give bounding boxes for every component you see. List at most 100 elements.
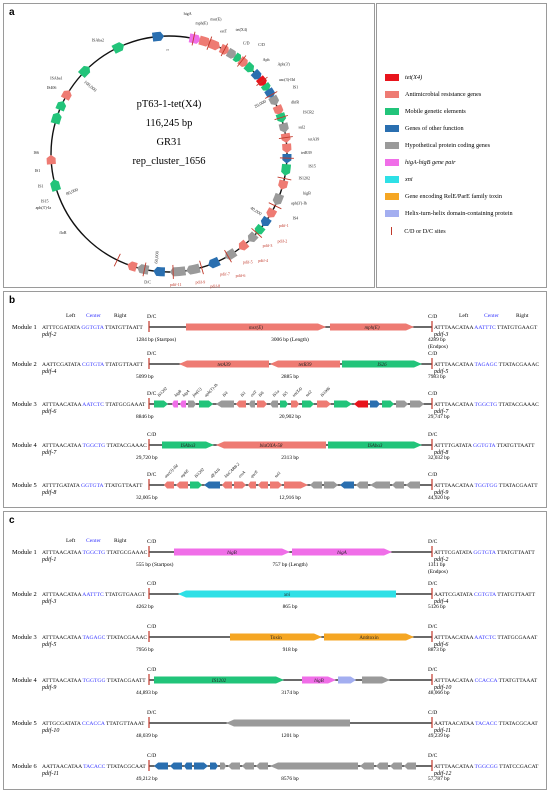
gene-label: sul1 bbox=[273, 470, 281, 478]
start-position: 5099 bp bbox=[136, 374, 154, 380]
gene-arrow bbox=[210, 762, 218, 770]
plasmid-feature-label: mph(E) bbox=[196, 21, 209, 26]
gene-label: IS1a bbox=[270, 389, 280, 399]
gene-arrow bbox=[302, 676, 336, 684]
plasmid-feature-label: aac(3)-IId bbox=[279, 77, 295, 82]
plasmid-gene-arc bbox=[266, 207, 278, 218]
end-position: 4289 bp bbox=[428, 337, 446, 343]
gene-arrow bbox=[230, 633, 322, 641]
gene-arrow bbox=[184, 762, 192, 770]
cd-site-tick bbox=[113, 253, 121, 267]
legend-swatch bbox=[385, 176, 399, 183]
cd-site-tick bbox=[206, 36, 213, 50]
left-dif-sequence: AATTAACATAA TACACC TTATACGCAAT bbox=[42, 764, 146, 770]
right-pdif-label: pdif-10 bbox=[433, 684, 451, 691]
gene-label: IS1 bbox=[238, 390, 246, 398]
left-dif-sequence: ATTTAACATAA TGGCTG TTATACGAAAC bbox=[42, 443, 147, 449]
end-position-note: (Endpos) bbox=[428, 568, 448, 575]
module-length: 1201 bp bbox=[281, 733, 299, 739]
end-position-note: (Endpos) bbox=[428, 343, 448, 350]
gene-label: higB bbox=[173, 388, 182, 397]
gene-arrow bbox=[317, 400, 331, 408]
panel-a: a pT63-1-tet(X4) 116,245 bp GR31 rep_clu… bbox=[3, 3, 375, 289]
plasmid-repcluster: rep_cluster_1656 bbox=[133, 156, 206, 167]
plasmid-gene-arc bbox=[264, 87, 276, 98]
plasmid-gene-arc bbox=[111, 42, 125, 54]
left-pdif-label: pdif-10 bbox=[41, 727, 59, 734]
end-position: 48,066 bp bbox=[428, 690, 450, 696]
module-length: 3174 bp bbox=[281, 690, 299, 696]
right-site-label: C/D bbox=[428, 710, 437, 716]
gene-arrow bbox=[248, 481, 256, 489]
right-pdif-label: pdif-3 bbox=[433, 331, 448, 338]
left-pdif-label: pdif-5 bbox=[41, 641, 56, 648]
cd-site-tick bbox=[199, 260, 204, 275]
plasmid-gene-arc bbox=[60, 90, 72, 101]
gene-arrow bbox=[154, 762, 168, 770]
legend-label: Helix-turn-helix domain-containing prote… bbox=[405, 210, 513, 217]
start-position: 44,893 bp bbox=[136, 690, 158, 696]
legend-swatch bbox=[385, 193, 399, 200]
left-pdif-label: pdif-11 bbox=[41, 770, 59, 777]
plasmid-feature-label: pdif-11 bbox=[170, 282, 182, 287]
legend-label: higA-higB gene pair bbox=[405, 159, 456, 166]
right-pdif-label: pdif-7 bbox=[433, 408, 449, 415]
right-dif-sequence: AATTCGATATA CGTGTA TTATGTTAATT bbox=[434, 592, 536, 598]
legend-label: Hypothetical protein coding genes bbox=[405, 142, 491, 149]
module-length: 8576 bp bbox=[281, 776, 299, 782]
gene-arrow bbox=[154, 400, 168, 408]
plasmid-feature-label: pdif-3 bbox=[263, 243, 273, 248]
panel-b-letter: b bbox=[9, 295, 16, 306]
end-position: 7983 bp bbox=[428, 374, 446, 380]
gene-arrow bbox=[360, 762, 374, 770]
gene-arrow bbox=[228, 762, 240, 770]
right-dif-sequence: AATTAACATAA TACACC TTATACGCAAT bbox=[434, 721, 538, 727]
right-pdif-label: pdif-2 bbox=[433, 556, 448, 563]
gene-arrow bbox=[324, 633, 414, 641]
plasmid-feature-label: IS4 bbox=[293, 216, 299, 221]
header-center: Center bbox=[484, 313, 499, 319]
legend-label: tet(X4) bbox=[405, 74, 423, 81]
gene-arrow bbox=[342, 360, 422, 368]
legend-swatch bbox=[385, 91, 399, 98]
gene-arrow bbox=[291, 400, 299, 408]
legend-item: Genes of other function bbox=[385, 125, 464, 132]
right-site-label: D/C bbox=[428, 624, 438, 630]
left-site-label: C/D bbox=[147, 432, 156, 438]
gene-arrow bbox=[242, 762, 254, 770]
gene-arrow bbox=[199, 400, 213, 408]
scale-label: 20,000 bbox=[253, 98, 268, 110]
legend-label: C/D or D/C sites bbox=[404, 227, 446, 235]
legend-item: higA-higB gene pair bbox=[385, 159, 456, 166]
left-pdif-label: pdif-6 bbox=[41, 408, 56, 415]
start-position: 49,212 bp bbox=[136, 776, 158, 782]
plasmid-gene-arc bbox=[127, 261, 138, 272]
plasmid-gene-arc bbox=[272, 104, 284, 115]
right-dif-sequence: ATTTAACATAA AATTTC TTATGTGAAGT bbox=[434, 325, 538, 331]
legend-swatch bbox=[385, 125, 399, 132]
left-dif-sequence: ATTTAACATAA AATTTC TTATGTGAAGT bbox=[42, 592, 146, 598]
cd-site-tick bbox=[277, 176, 292, 181]
panel-b: b Module 1 ATTTCGATATA GGTGTA TTATGTTAATT… bbox=[3, 291, 547, 508]
end-position: 49,239 bp bbox=[428, 733, 450, 739]
gene-label: tetA39 bbox=[217, 363, 231, 368]
right-dif-sequence: ATTTCGATATA GGTGTA TTATGTTAATT bbox=[434, 550, 535, 556]
gene-label: qacE bbox=[249, 469, 259, 479]
gene-label: Antitoxin bbox=[359, 636, 379, 641]
plasmid-map: pT63-1-tet(X4) 116,245 bp GR31 rep_clust… bbox=[33, 11, 319, 289]
gene-label: IS5 bbox=[280, 390, 288, 398]
end-position: 8873 bp bbox=[428, 647, 446, 653]
scale-label: 1 bbox=[165, 48, 170, 51]
plasmid-gene-arc bbox=[237, 56, 248, 68]
gene-arrow bbox=[270, 762, 358, 770]
module-length: 12,916 bp bbox=[279, 495, 301, 501]
gene-arrow bbox=[284, 481, 308, 489]
cd-site-tick bbox=[220, 43, 229, 57]
legend-item: Hypothetical protein coding genes bbox=[385, 142, 490, 149]
gene-arrow bbox=[234, 481, 246, 489]
plasmid-feature-label: pdif-2 bbox=[277, 238, 287, 243]
plasmid-gene-arc bbox=[169, 266, 187, 277]
plasmid-feature-label: ISAba1 bbox=[50, 75, 62, 80]
plasmid-gene-arc bbox=[50, 179, 62, 192]
plasmid-feature-label: IS6 bbox=[33, 150, 39, 155]
